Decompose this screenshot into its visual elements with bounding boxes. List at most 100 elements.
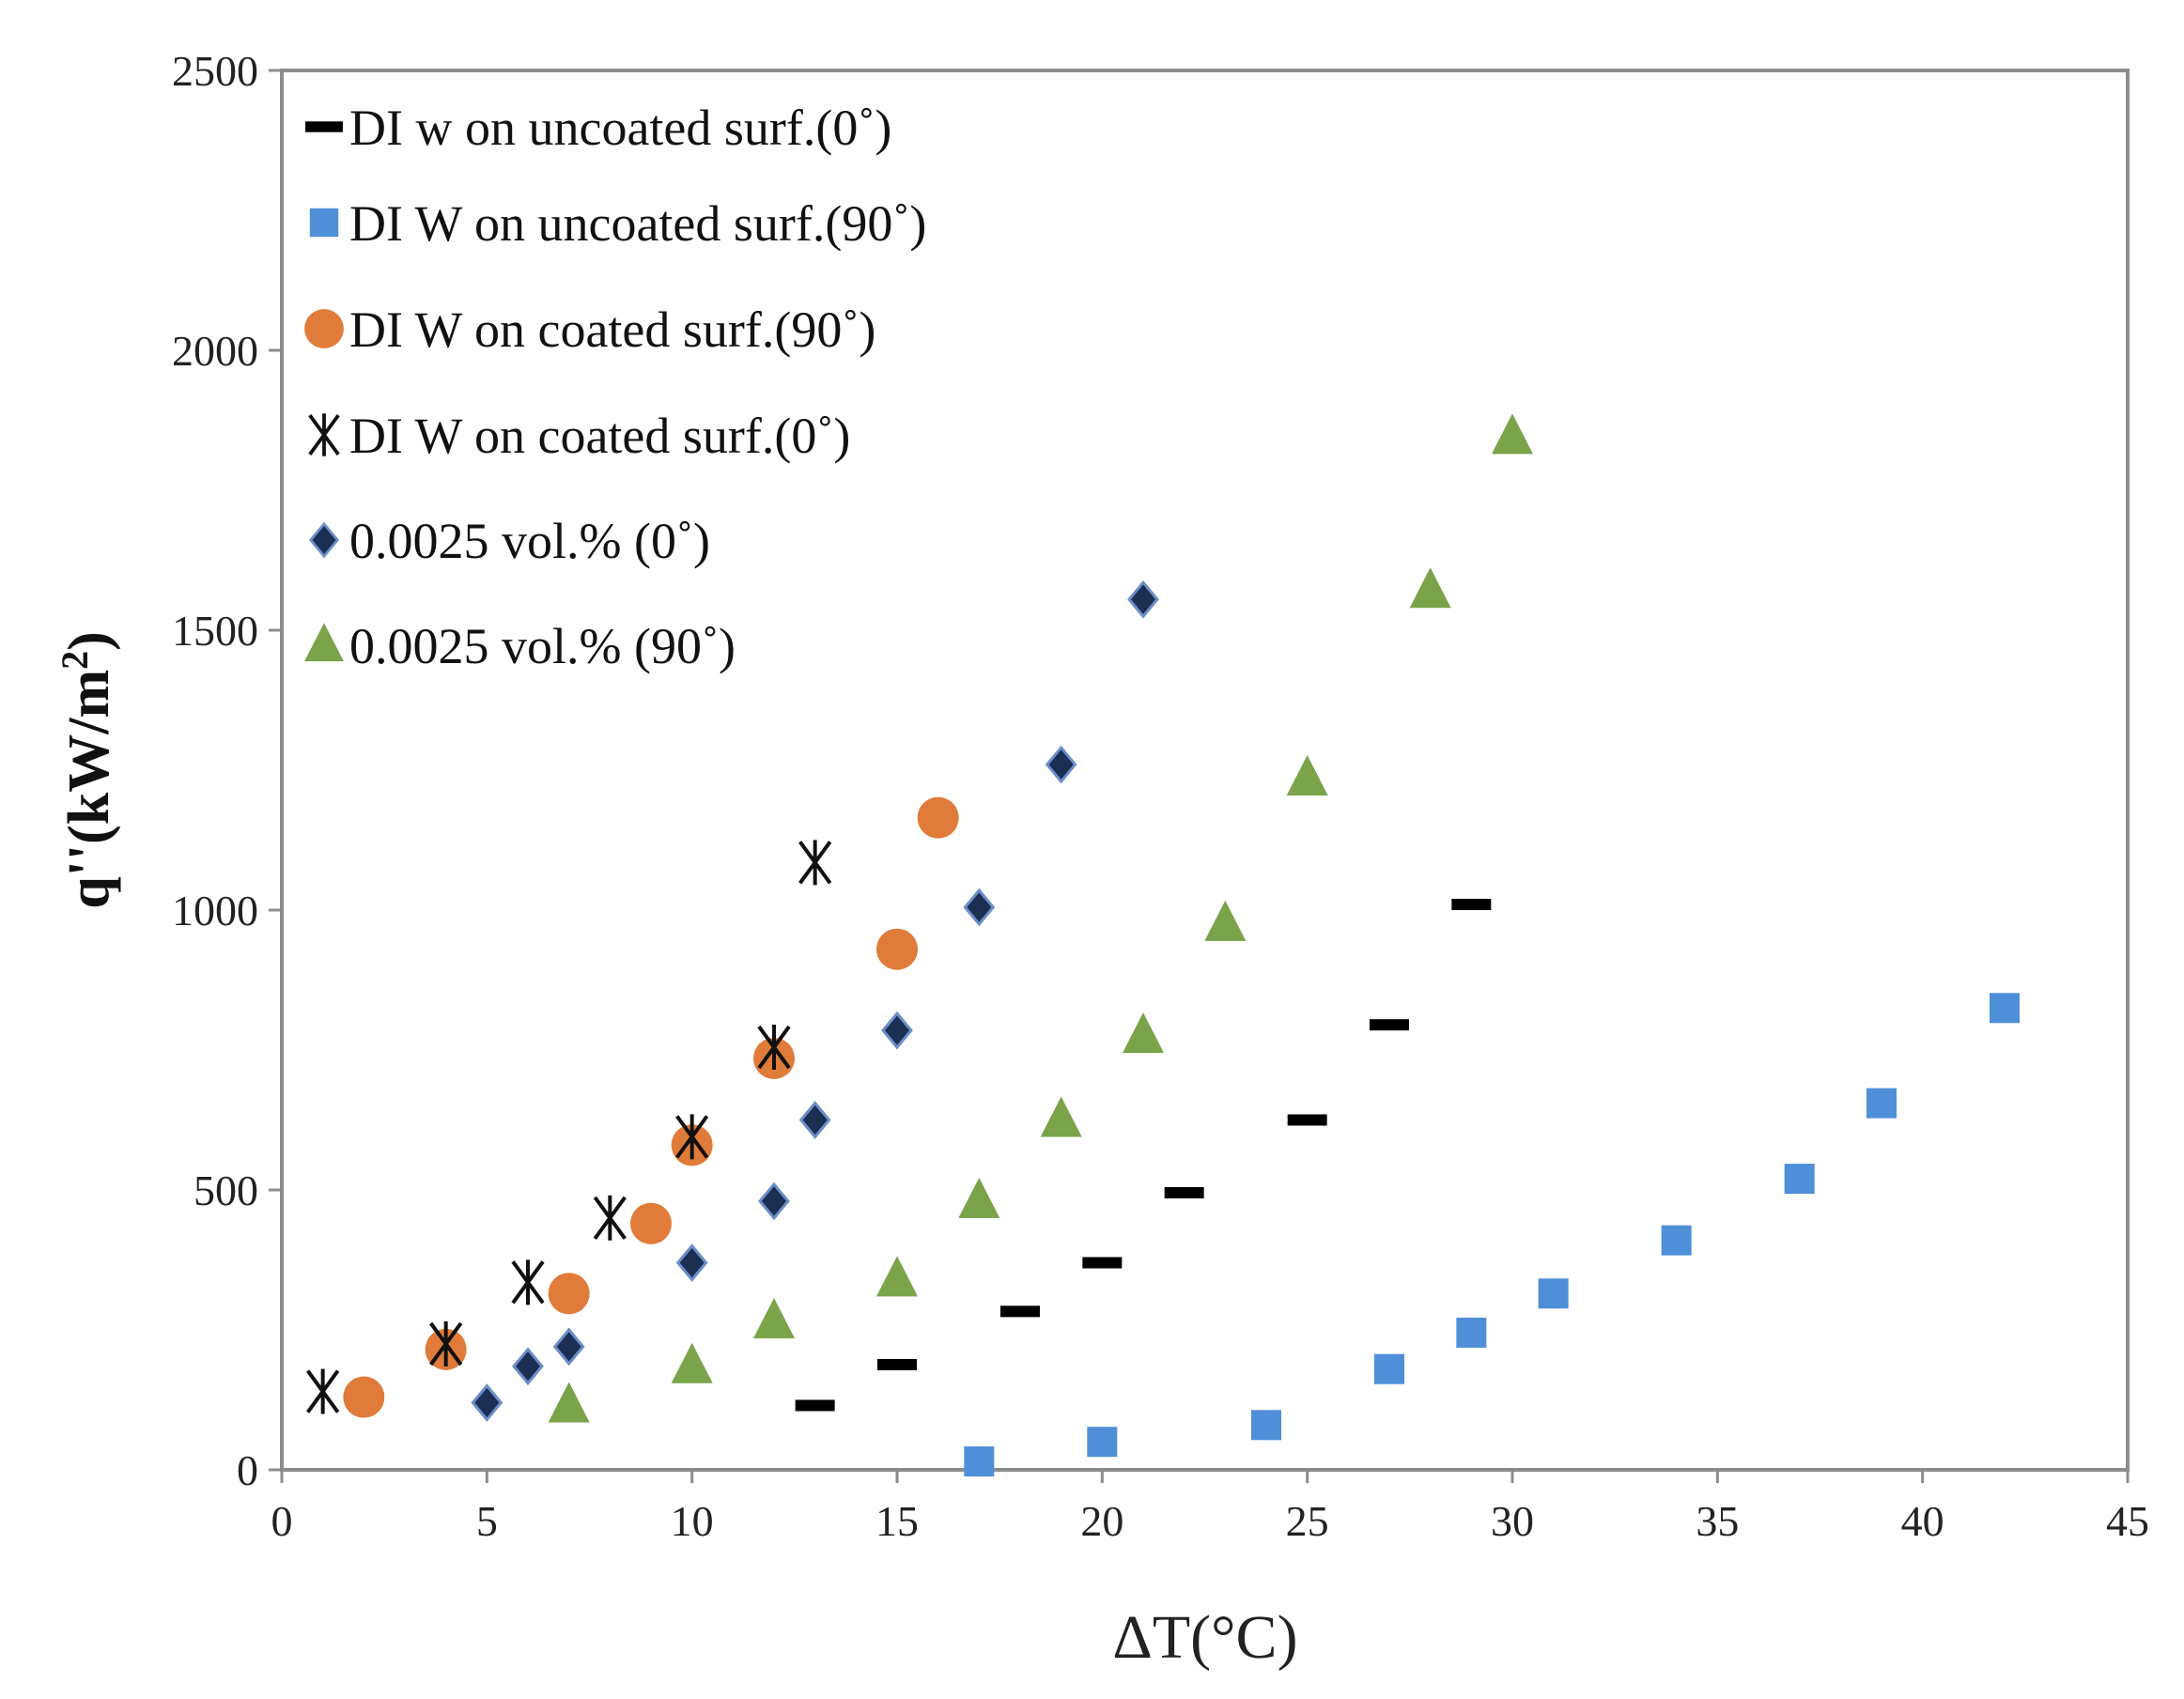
data-point-diamond xyxy=(881,1011,913,1050)
data-point-asterisk xyxy=(593,1195,627,1241)
data-point-triangle xyxy=(1123,1012,1164,1054)
legend-item: DI w on uncoated surf.(0˚) xyxy=(305,100,891,156)
data-point-asterisk xyxy=(798,840,832,886)
legend-label: DI W on coated surf.(90˚) xyxy=(349,301,875,358)
data-point-square xyxy=(1456,1317,1487,1348)
y-axis-title-main: q''(kW/m xyxy=(57,670,121,909)
data-point-diamond xyxy=(471,1383,503,1422)
data-point-square xyxy=(1251,1410,1281,1441)
y-axis-title-sup: 2 xyxy=(54,651,96,670)
x-tick-label: 10 xyxy=(671,1497,714,1545)
data-point-triangle xyxy=(548,1382,590,1423)
data-point-asterisk xyxy=(675,1114,709,1160)
y-axis: 0 500 1000 1500 2000 2500 xyxy=(172,47,282,1494)
data-point-square xyxy=(1990,993,2020,1024)
legend-marker-dash xyxy=(305,121,343,132)
data-point-diamond xyxy=(1127,579,1159,619)
y-axis-title: q''(kW/m2) xyxy=(54,631,121,909)
data-point-triangle xyxy=(1286,754,1328,795)
legend-label: DI w on uncoated surf.(0˚) xyxy=(349,100,891,156)
data-point-dash xyxy=(877,1358,917,1370)
data-point-diamond xyxy=(963,888,996,927)
data-point-dash xyxy=(1164,1186,1204,1198)
data-point-square xyxy=(1374,1353,1404,1384)
legend-marker-triangle xyxy=(304,623,344,662)
plot-area xyxy=(280,69,2130,1472)
data-point-asterisk xyxy=(757,1025,791,1071)
data-point-diamond xyxy=(758,1182,790,1221)
x-tick-label: 15 xyxy=(875,1497,919,1545)
x-tick-label: 0 xyxy=(271,1497,293,1545)
legend-marker-diamond xyxy=(308,521,340,559)
legend: DI w on uncoated surf.(0˚) DI W on uncoat… xyxy=(304,100,926,674)
legend-label: DI W on coated surf.(0˚) xyxy=(349,408,850,464)
data-point-triangle xyxy=(671,1342,713,1383)
x-tick-label: 25 xyxy=(1286,1497,1329,1545)
x-tick-label: 20 xyxy=(1080,1497,1123,1545)
y-tick-label: 1000 xyxy=(172,887,258,934)
legend-item: DI W on uncoated surf.(90˚) xyxy=(309,195,926,252)
data-point-asterisk xyxy=(429,1321,463,1367)
legend-item: 0.0025 vol.% (0˚) xyxy=(308,513,710,569)
legend-label: 0.0025 vol.% (0˚) xyxy=(349,513,710,569)
data-point-asterisk xyxy=(511,1259,545,1305)
legend-marker-asterisk xyxy=(308,413,340,456)
series-triangle xyxy=(548,413,1533,1423)
data-point-diamond xyxy=(798,1101,831,1139)
data-point-diamond xyxy=(552,1327,585,1367)
series-asterisk xyxy=(306,840,832,1414)
legend-item: DI W on coated surf.(0˚) xyxy=(308,408,850,464)
x-tick-label: 35 xyxy=(1696,1497,1739,1545)
data-point-square xyxy=(1661,1225,1692,1256)
data-point-triangle xyxy=(876,1256,918,1297)
x-axis: 0 5 10 15 20 25 30 35 40 45 xyxy=(271,1470,2149,1545)
data-point-dash xyxy=(1082,1257,1123,1269)
data-point-square xyxy=(1866,1088,1897,1119)
data-point-square xyxy=(964,1446,995,1477)
data-point-circle xyxy=(548,1273,590,1315)
legend-label: 0.0025 vol.% (90˚) xyxy=(349,618,736,674)
data-point-triangle xyxy=(958,1177,1000,1218)
data-point-diamond xyxy=(675,1243,708,1282)
x-tick-label: 5 xyxy=(476,1497,498,1545)
data-point-dash xyxy=(1370,1019,1409,1031)
data-point-square xyxy=(1784,1164,1815,1195)
y-tick-label: 2000 xyxy=(172,327,258,375)
legend-marker-circle xyxy=(304,309,344,348)
series-diamond xyxy=(471,579,1159,1422)
data-point-circle xyxy=(343,1376,385,1418)
data-point-circle xyxy=(876,928,918,970)
data-point-square xyxy=(1538,1278,1569,1309)
legend-item: DI W on coated surf.(90˚) xyxy=(304,301,875,358)
x-tick-label: 45 xyxy=(2106,1497,2149,1545)
data-point-dash xyxy=(1000,1305,1040,1318)
data-point-dash xyxy=(1287,1114,1327,1126)
y-axis-title-close: ) xyxy=(57,631,121,651)
data-point-triangle xyxy=(753,1298,795,1339)
data-point-triangle xyxy=(1492,413,1533,455)
data-point-diamond xyxy=(1045,745,1077,784)
data-point-circle xyxy=(630,1202,672,1244)
y-tick-label: 500 xyxy=(194,1166,258,1214)
y-tick-label: 1500 xyxy=(172,607,258,655)
data-point-triangle xyxy=(1204,900,1247,941)
data-point-diamond xyxy=(512,1347,544,1386)
series-dash xyxy=(795,899,1492,1412)
data-point-circle xyxy=(917,796,959,839)
y-tick-label: 0 xyxy=(237,1446,258,1494)
series-square xyxy=(964,993,2020,1477)
y-tick-label: 2500 xyxy=(172,47,258,95)
data-point-dash xyxy=(795,1399,835,1412)
x-axis-title: ΔT(°C) xyxy=(1112,1603,1297,1672)
data-marks xyxy=(306,413,2020,1477)
x-tick-label: 40 xyxy=(1901,1497,1944,1545)
legend-marker-square xyxy=(309,208,339,238)
legend-item: 0.0025 vol.% (90˚) xyxy=(304,618,736,674)
data-point-dash xyxy=(1451,899,1492,911)
data-point-triangle xyxy=(1409,567,1451,609)
data-point-asterisk xyxy=(306,1368,340,1414)
data-point-triangle xyxy=(1040,1096,1082,1137)
x-tick-label: 30 xyxy=(1491,1497,1534,1545)
data-point-square xyxy=(1087,1427,1118,1458)
